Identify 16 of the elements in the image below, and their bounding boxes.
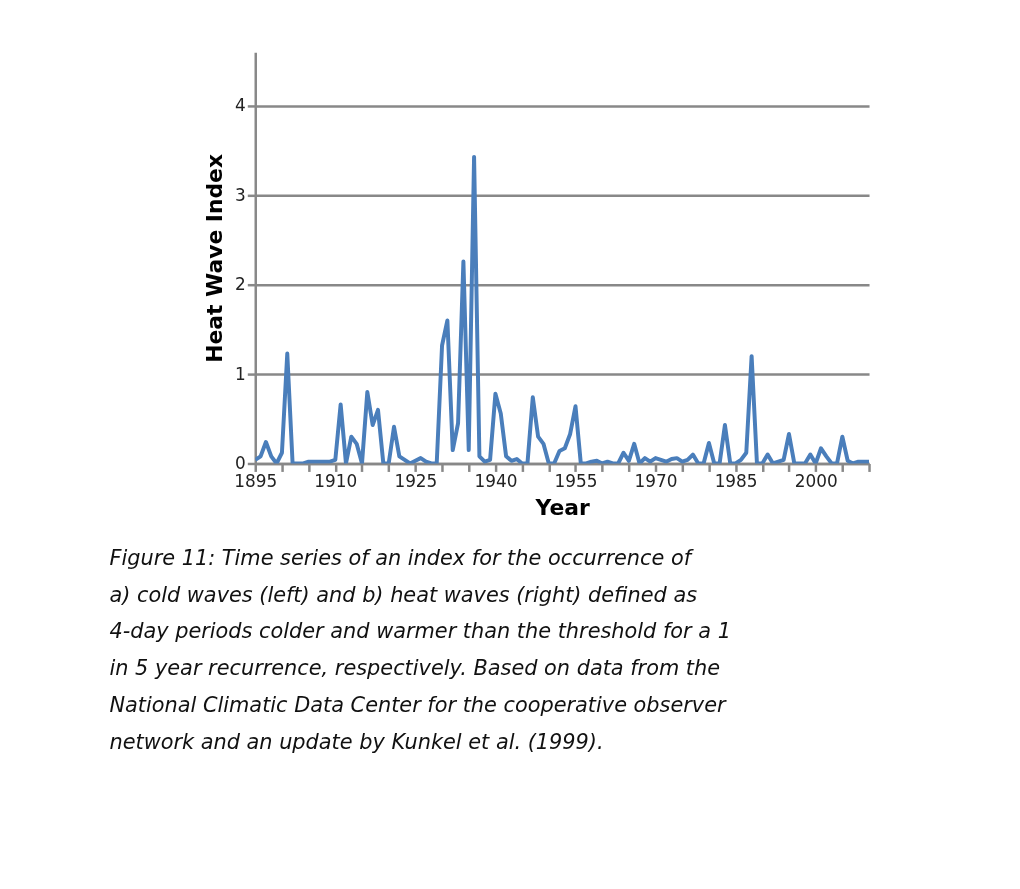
y-tick-label: 3 [235, 184, 246, 205]
x-tick-label: 1970 [634, 470, 678, 491]
x-tick-label: 1940 [474, 470, 518, 491]
x-tick-label: 2000 [794, 470, 838, 491]
x-tick-label: 1895 [234, 470, 278, 491]
y-axis-title: Heat Wave Index [202, 153, 228, 363]
y-tick-label: 0 [235, 452, 246, 473]
y-tick-label: 1 [235, 363, 246, 384]
x-tick-label: 1910 [314, 470, 358, 491]
x-tick-label: 1925 [394, 470, 438, 491]
x-axis-title: Year [534, 494, 590, 520]
y-tick-label: 2 [235, 274, 246, 295]
x-tick-label: 1985 [714, 470, 758, 491]
caption: Figure 11: Time series of an index for the occurrence of a) cold waves (left) and b) heat waves (right) defined as 4-day periods colder and warmer than the threshold for a 1 in 5 year recurrence, respectively. Based on data from the National Climatic Data Center for the cooperative observer network and an update by Kunkel et al. (1999). [109, 545, 731, 754]
y-tick-label: 4 [235, 95, 246, 116]
x-tick-label: 1955 [554, 470, 598, 491]
